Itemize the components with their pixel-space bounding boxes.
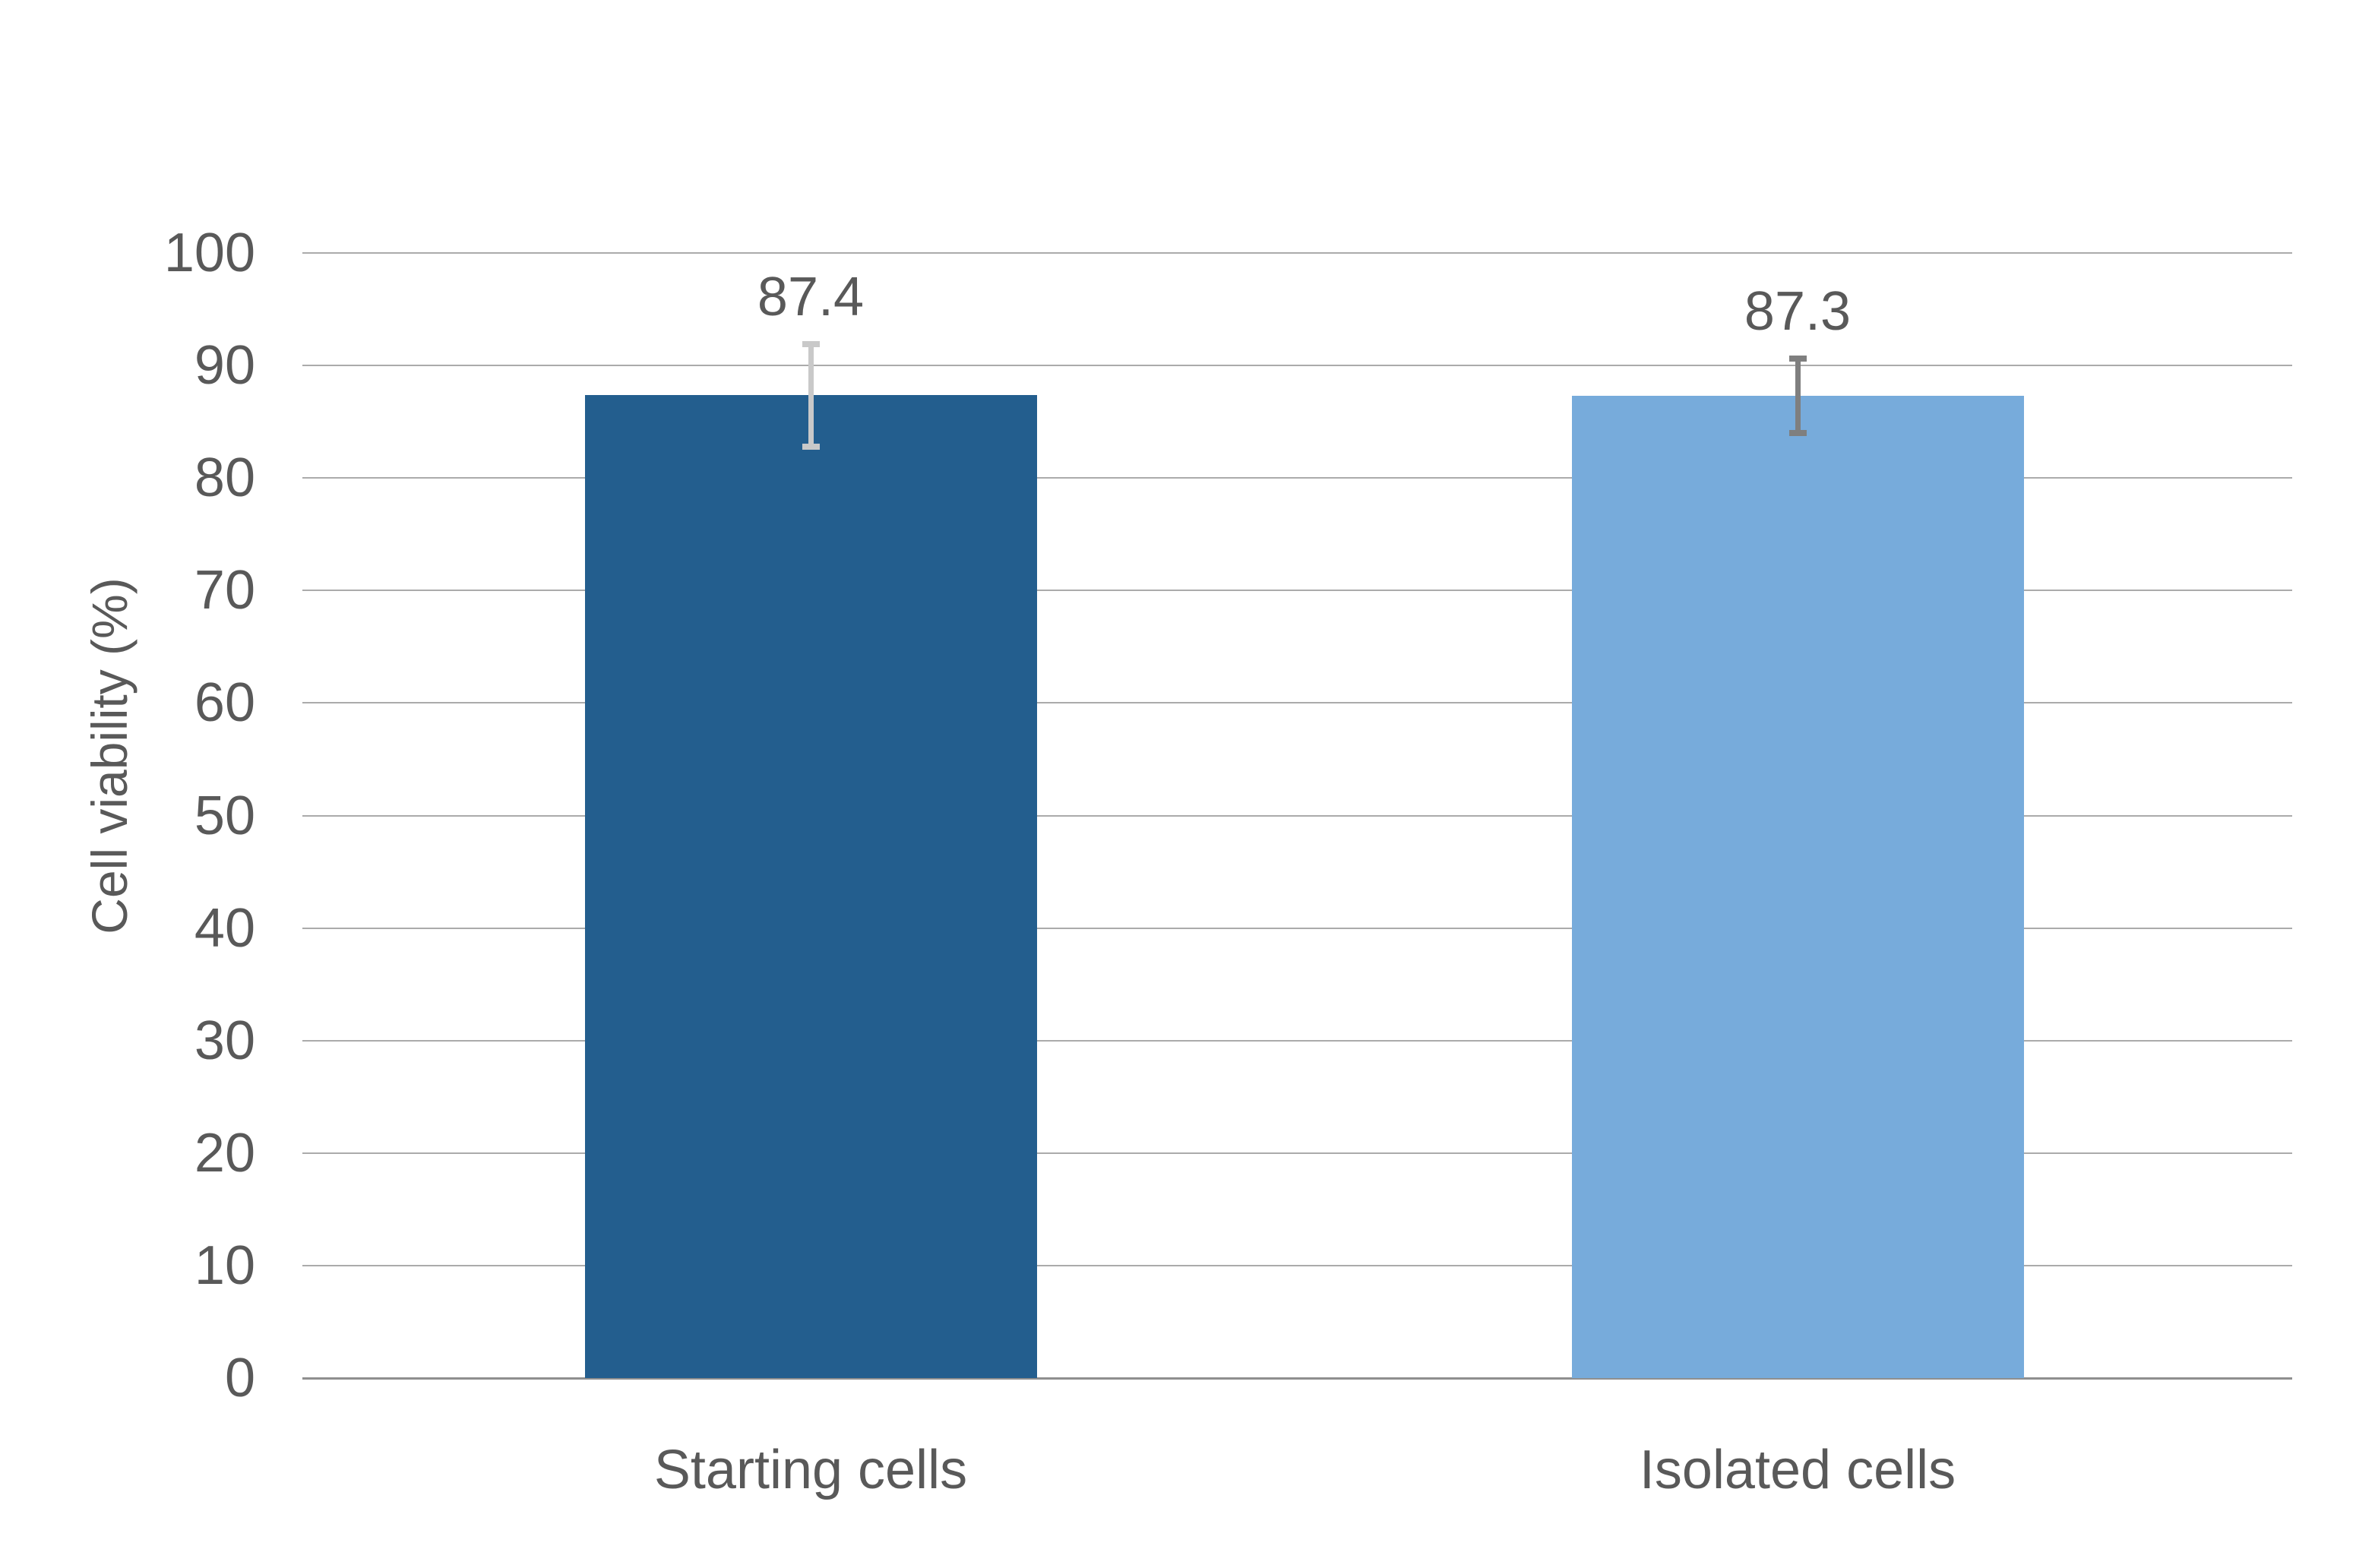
- gridline-y-30: [302, 1039, 2292, 1042]
- gridline-y-80: [302, 477, 2292, 479]
- y-tick-label-80: 80: [194, 447, 255, 509]
- bar-starting-cells: [584, 394, 1037, 1378]
- y-tick-label-10: 10: [194, 1234, 255, 1296]
- error-bar-cap-top-1: [1788, 356, 1807, 362]
- gridline-y-50: [302, 814, 2292, 817]
- gridline-y-40: [302, 927, 2292, 929]
- gridline-y-90: [302, 365, 2292, 367]
- y-tick-label-70: 70: [194, 560, 255, 621]
- y-tick-label-50: 50: [194, 785, 255, 846]
- error-bar-cap-bottom-0: [802, 443, 820, 450]
- y-tick-label-60: 60: [194, 672, 255, 734]
- y-tick-label-20: 20: [194, 1122, 255, 1184]
- error-bar-cap-bottom-1: [1788, 429, 1807, 436]
- y-axis-title: Cell viability (%): [81, 577, 138, 934]
- error-bar-line-0: [808, 343, 814, 447]
- y-tick-label-100: 100: [163, 223, 255, 283]
- error-bar-line-1: [1795, 359, 1801, 433]
- gridline-y-70: [302, 590, 2292, 592]
- y-tick-label-30: 30: [194, 1010, 255, 1071]
- gridline-y-20: [302, 1152, 2292, 1154]
- value-label-isolated-cells: 87.3: [1744, 281, 1852, 343]
- y-tick-label-0: 0: [224, 1348, 255, 1408]
- gridline-y-0: [302, 1377, 2292, 1380]
- y-tick-label-90: 90: [194, 335, 255, 397]
- gridline-y-100: [302, 252, 2292, 254]
- y-tick-label-40: 40: [194, 897, 255, 959]
- value-label-starting-cells: 87.4: [757, 266, 865, 327]
- error-bar-cap-top-0: [802, 340, 820, 347]
- x-category-label-isolated-cells: Isolated cells: [1639, 1440, 1956, 1500]
- gridline-y-60: [302, 702, 2292, 704]
- x-category-label-starting-cells: Starting cells: [653, 1440, 968, 1500]
- bar-isolated-cells: [1571, 396, 2024, 1378]
- gridline-y-10: [302, 1264, 2292, 1266]
